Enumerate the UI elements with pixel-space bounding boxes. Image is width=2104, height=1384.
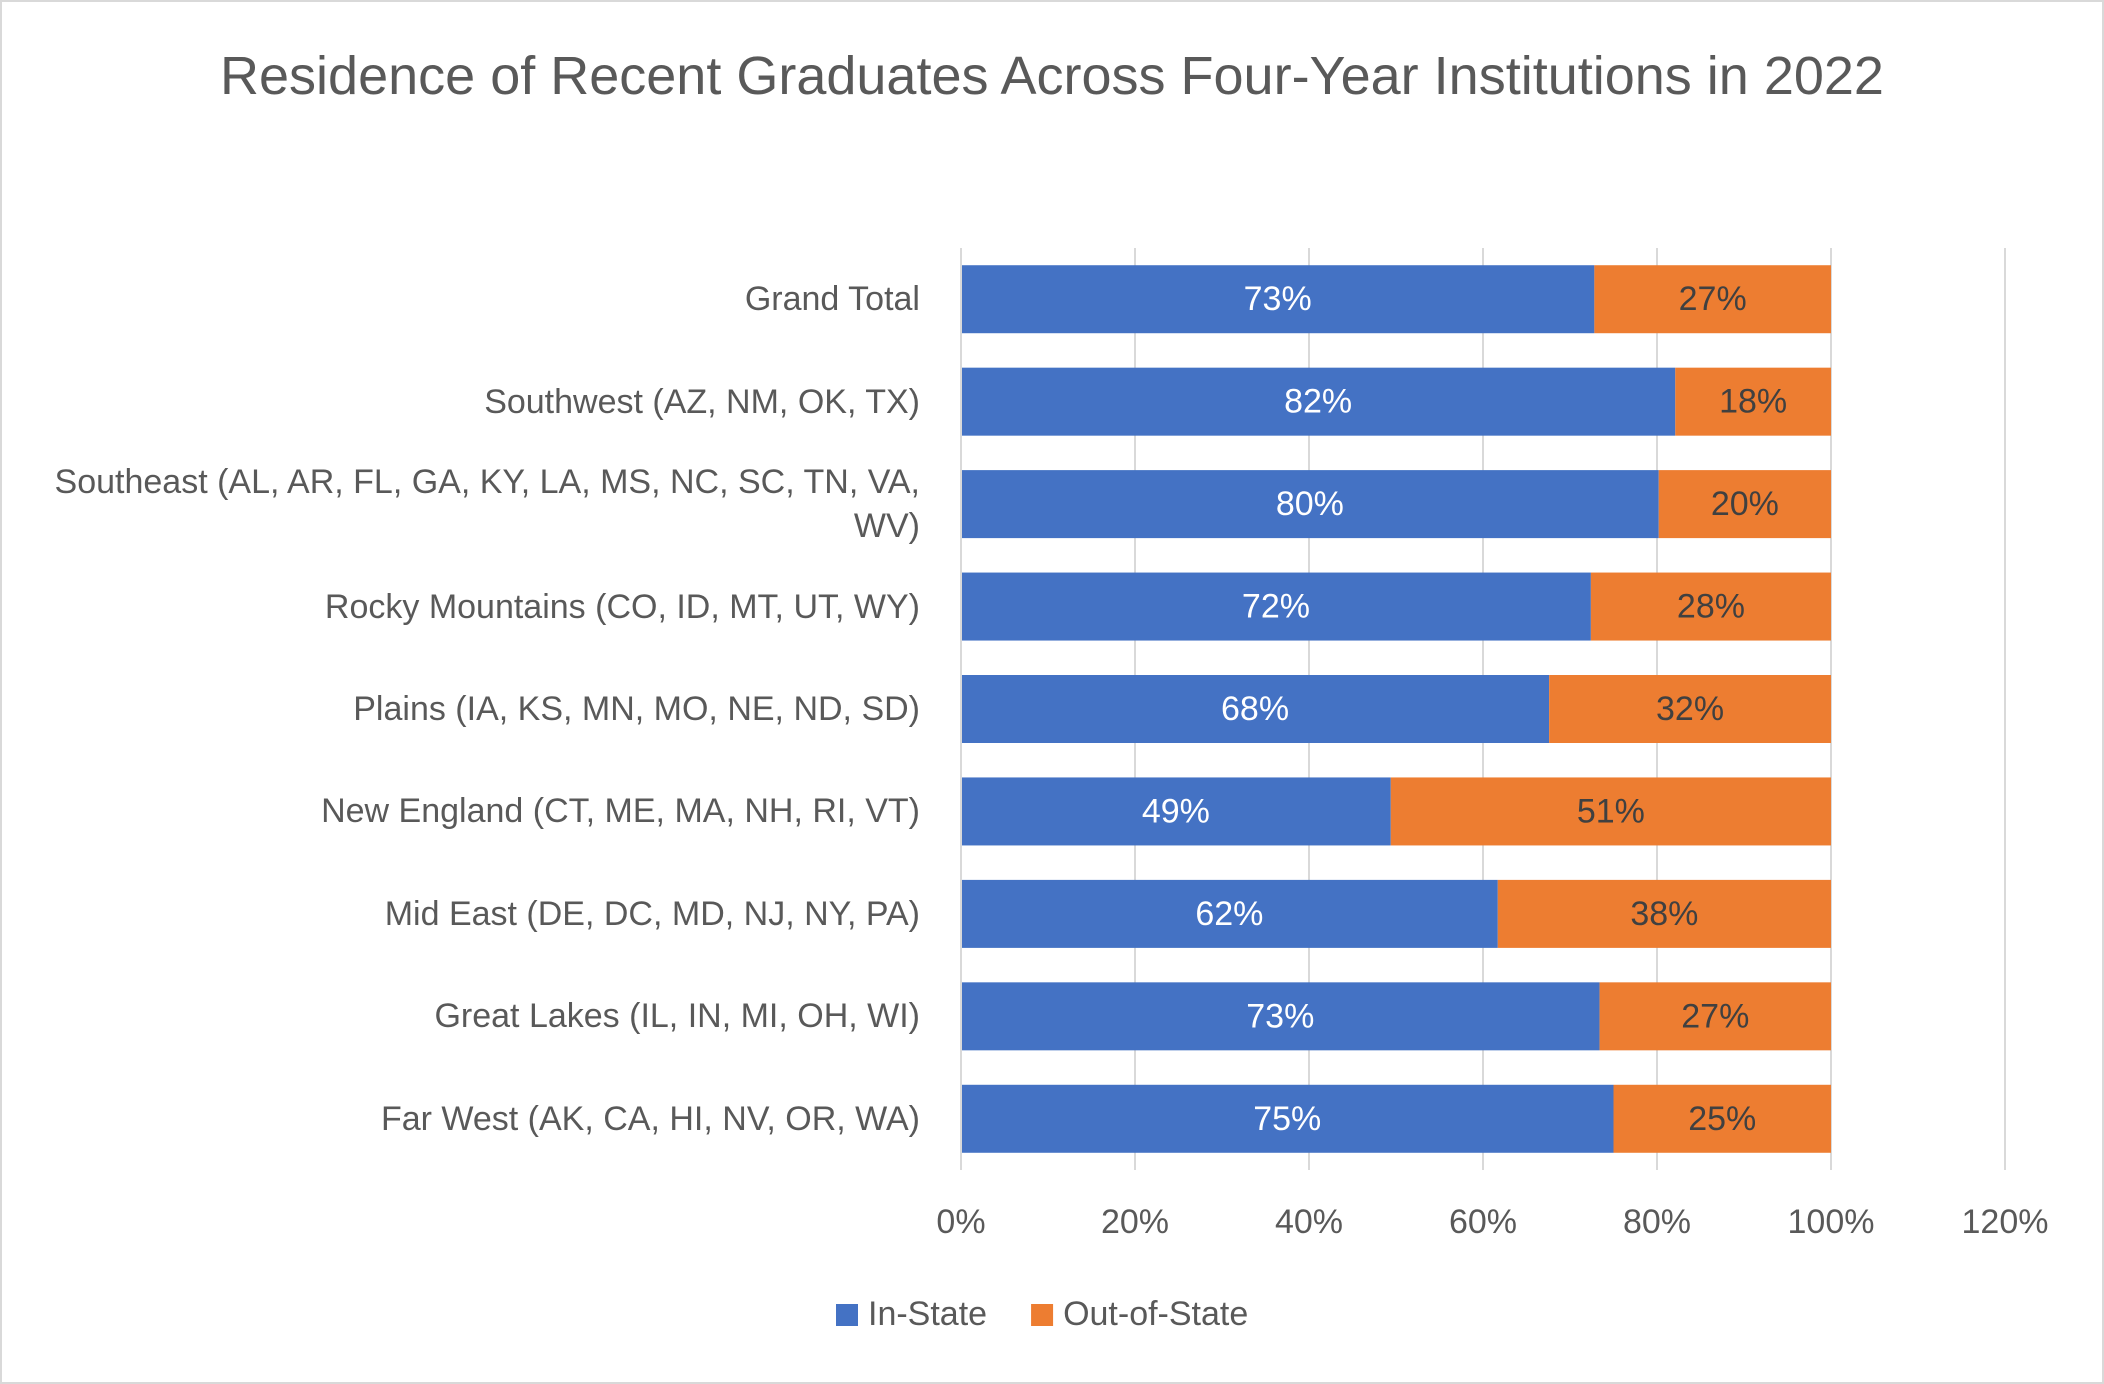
- bar-segment: [961, 675, 1550, 743]
- bar-segment: [961, 470, 1659, 539]
- bar-segment: [1658, 470, 1831, 539]
- bar-segment: [961, 572, 1591, 641]
- bar-segment: [1675, 367, 1831, 436]
- bar-segment: [1594, 265, 1831, 334]
- data-label: 28%: [1677, 588, 1745, 626]
- bar-segment: [1599, 982, 1831, 1051]
- data-label: 18%: [1719, 383, 1787, 421]
- data-label: 49%: [1142, 792, 1210, 830]
- legend-swatch: [1031, 1304, 1054, 1326]
- data-label: 38%: [1630, 895, 1698, 933]
- y-tick-label: Mid East (DE, DC, MD, NJ, NY, PA): [384, 894, 920, 933]
- data-label: 32%: [1656, 690, 1724, 728]
- x-tick-label: 20%: [1101, 1203, 1169, 1241]
- bar-segment: [1590, 572, 1831, 641]
- x-tick-label: 60%: [1449, 1203, 1517, 1241]
- x-tick-label: 0%: [936, 1203, 985, 1241]
- x-tick-label: 40%: [1275, 1203, 1343, 1241]
- data-label: 68%: [1221, 690, 1289, 728]
- bar-segment: [1497, 879, 1831, 948]
- y-tick-label: Southwest (AZ, NM, OK, TX): [484, 382, 920, 421]
- x-tick-label: 80%: [1623, 1203, 1691, 1241]
- data-label: 27%: [1679, 280, 1747, 318]
- bar-segment: [1549, 675, 1831, 743]
- legend-label: Out-of-State: [1063, 1295, 1248, 1333]
- bar-segment: [1390, 777, 1831, 846]
- bar-segment: [961, 879, 1498, 948]
- x-tick-label: 120%: [1962, 1203, 2049, 1241]
- legend-swatch: [836, 1304, 858, 1326]
- data-label: 25%: [1688, 1100, 1756, 1138]
- bar-segment: [961, 777, 1391, 846]
- data-label: 73%: [1246, 997, 1314, 1035]
- y-tick-label: Great Lakes (IL, IN, MI, OH, WI): [434, 997, 920, 1036]
- data-label: 27%: [1681, 997, 1749, 1035]
- y-tick-label: Rocky Mountains (CO, ID, MT, UT, WY): [324, 587, 920, 626]
- y-tick-label: Far West (AK, CA, HI, NV, OR, WA): [380, 1099, 920, 1138]
- legend-label: In-State: [868, 1295, 987, 1333]
- y-tick-label: Plains (IA, KS, MN, MO, NE, ND, SD): [353, 690, 920, 728]
- data-label: 75%: [1253, 1100, 1321, 1138]
- bar-segment: [961, 1084, 1614, 1153]
- data-label: 80%: [1276, 485, 1344, 523]
- data-label: 82%: [1284, 383, 1352, 421]
- data-label: 62%: [1195, 895, 1263, 933]
- y-tick-label: Grand Total: [744, 280, 920, 319]
- chart-title: Residence of Recent Graduates Across Fou…: [220, 46, 1884, 106]
- data-label: 20%: [1711, 485, 1779, 523]
- bar-segment: [961, 265, 1595, 334]
- bar-segment: [1613, 1084, 1831, 1153]
- bar-segment: [961, 367, 1676, 436]
- x-tick-label: 100%: [1788, 1203, 1875, 1241]
- data-label: 73%: [1244, 280, 1312, 318]
- data-label: 72%: [1242, 588, 1310, 626]
- data-label: 51%: [1577, 792, 1645, 830]
- y-tick-label: New England (CT, ME, MA, NH, RI, VT): [321, 792, 920, 831]
- y-tick-label: Southeast (AL, AR, FL, GA, KY, LA, MS, N…: [54, 463, 920, 546]
- bar-segment: [961, 982, 1600, 1051]
